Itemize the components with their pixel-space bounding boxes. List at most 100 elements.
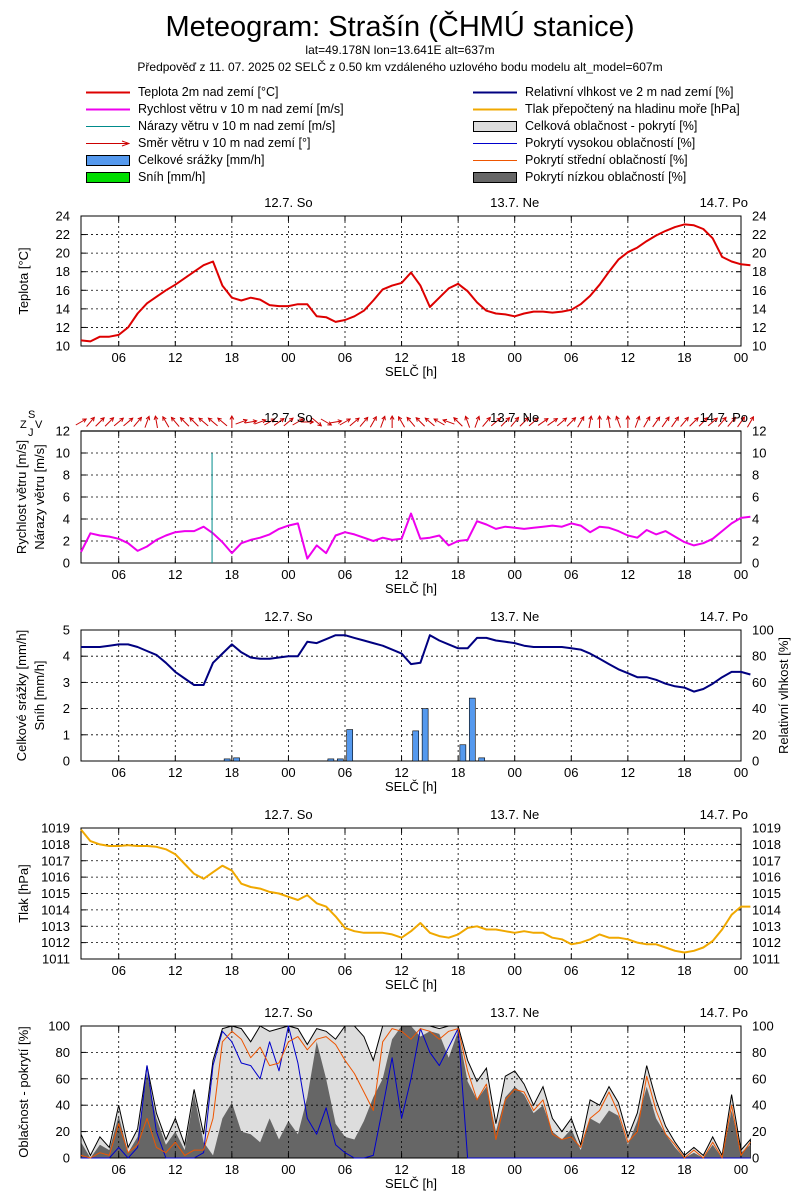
wind-arrow <box>689 417 699 427</box>
x-tick-label: 18 <box>451 567 465 582</box>
wind-arrow <box>490 417 502 427</box>
wind-arrow-shaft <box>349 417 360 427</box>
wind-arrow-shaft <box>547 418 558 426</box>
y-tick-label-right: 80 <box>752 649 766 664</box>
wind-arrow-shaft <box>680 417 689 427</box>
x-tick-label: 00 <box>507 567 521 582</box>
legend-label: Rychlost větru v 10 m nad zemí [m/s] <box>138 102 344 116</box>
y-tick-label: 1012 <box>41 935 70 950</box>
wind-arrow-head <box>646 415 651 421</box>
wind-arrow-head <box>703 417 709 422</box>
wind-arrow <box>500 417 511 427</box>
precip-bar <box>478 757 486 762</box>
y-tick-label-right: 18 <box>752 264 766 279</box>
wind-arrow-head <box>198 417 203 423</box>
wind-arrow-head <box>145 415 151 421</box>
y-tick-label-right: 1018 <box>752 837 781 852</box>
wind-arrow-shaft <box>244 420 257 424</box>
wind-arrow <box>717 416 727 427</box>
wind-arrow-shaft <box>283 417 294 427</box>
wind-arrow-shaft <box>433 418 445 426</box>
wind-arrow-shaft <box>95 417 105 427</box>
wind-arrow <box>442 418 455 425</box>
day-label: 13.7. Ne <box>490 410 539 425</box>
wind-arrow <box>577 415 585 428</box>
x-tick-label: 00 <box>281 567 295 582</box>
wind-arrow <box>162 415 170 428</box>
wind-arrow-shaft <box>415 417 426 427</box>
y-tick-label-right: 20 <box>752 1124 766 1139</box>
wind-arrow <box>588 415 593 428</box>
wind-arrow-head <box>82 418 88 423</box>
wind-arrow <box>615 415 621 428</box>
wind-arrow <box>464 415 471 428</box>
wind-arrow <box>273 417 285 426</box>
legend-swatch <box>86 140 130 147</box>
wind-arrow-head <box>415 417 421 422</box>
wind-arrow-shaft <box>727 417 736 427</box>
wind-arrow <box>369 415 377 428</box>
wind-arrow-shaft <box>292 418 304 426</box>
y-tick-label-right: 1015 <box>752 886 781 901</box>
precip-bar <box>223 758 231 762</box>
wind-arrow-shaft <box>162 416 170 428</box>
wind-arrow-shaft <box>398 416 406 428</box>
wind-arrow <box>519 417 530 427</box>
y-tick-label-right: 2 <box>752 534 759 549</box>
wind-arrow-shaft <box>320 418 332 426</box>
y-tick-label-right: 1017 <box>752 853 781 868</box>
wind-arrow <box>207 417 218 427</box>
wind-arrow-head <box>553 417 559 423</box>
day-label: 14.7. Po <box>700 1005 748 1020</box>
wind-arrow <box>359 416 369 427</box>
wind-arrow-shaft <box>707 417 718 427</box>
wind-arrow-shaft <box>406 417 416 427</box>
wind-arrow-head <box>242 418 248 424</box>
wind-arrow-head <box>179 417 185 422</box>
x-tick-label: 00 <box>281 765 295 780</box>
y-tick-label: 8 <box>63 468 70 483</box>
wind-arrow-shaft <box>643 416 651 428</box>
wind-arrow <box>398 415 406 428</box>
y-axis-label: Rychlost větru [m/s] <box>14 440 29 554</box>
y-axis-label: Celkové srážky [mm/h] <box>14 630 29 761</box>
wind-arrow-head <box>128 417 134 423</box>
y-tick-label-right: 100 <box>752 623 774 638</box>
wind-arrow-shaft <box>273 418 285 426</box>
x-tick-label: 18 <box>677 963 691 978</box>
x-tick-label: 00 <box>734 1162 748 1177</box>
y-tick-label-right: 1016 <box>752 870 781 885</box>
y-tick-label: 10 <box>56 446 70 461</box>
wind-arrow-head <box>317 421 323 427</box>
legend-swatch <box>86 172 130 183</box>
wind-arrow-head <box>433 418 439 423</box>
wind-arrow-shaft <box>500 417 510 427</box>
wind-arrow-head <box>453 417 458 422</box>
x-tick-label: 06 <box>111 350 125 365</box>
y-tick-label: 80 <box>56 1045 70 1060</box>
y-tick-label-right: 10 <box>752 339 766 354</box>
y-tick-label-right: 8 <box>752 468 759 483</box>
chart-panel-pressure <box>80 827 751 960</box>
wind-arrow-head <box>299 418 304 423</box>
wind-arrow-shaft <box>329 420 342 424</box>
wind-arrow-head <box>217 417 222 423</box>
wind-arrow-head <box>261 418 267 424</box>
y-tick-label-right: 1011 <box>752 952 780 967</box>
wind-arrow-head <box>615 415 620 421</box>
x-tick-label: 12 <box>621 567 635 582</box>
x-tick-label: 00 <box>734 350 748 365</box>
day-label: 12.7. So <box>264 195 312 210</box>
wind-arrow-head <box>337 419 343 424</box>
legend-label: Pokrytí nízkou oblačností [%] <box>525 170 687 184</box>
wind-arrow-shaft <box>217 417 228 427</box>
day-label: 12.7. So <box>264 807 312 822</box>
wind-arrow-head <box>270 418 276 423</box>
wind-arrow-head <box>109 417 115 422</box>
wind-arrow-head <box>588 415 593 421</box>
wind-arrow <box>380 415 386 428</box>
x-tick-label: 18 <box>225 765 239 780</box>
wind-arrow-shaft <box>75 418 87 426</box>
wind-arrow-head <box>90 416 95 422</box>
wind-arrow <box>254 418 267 425</box>
